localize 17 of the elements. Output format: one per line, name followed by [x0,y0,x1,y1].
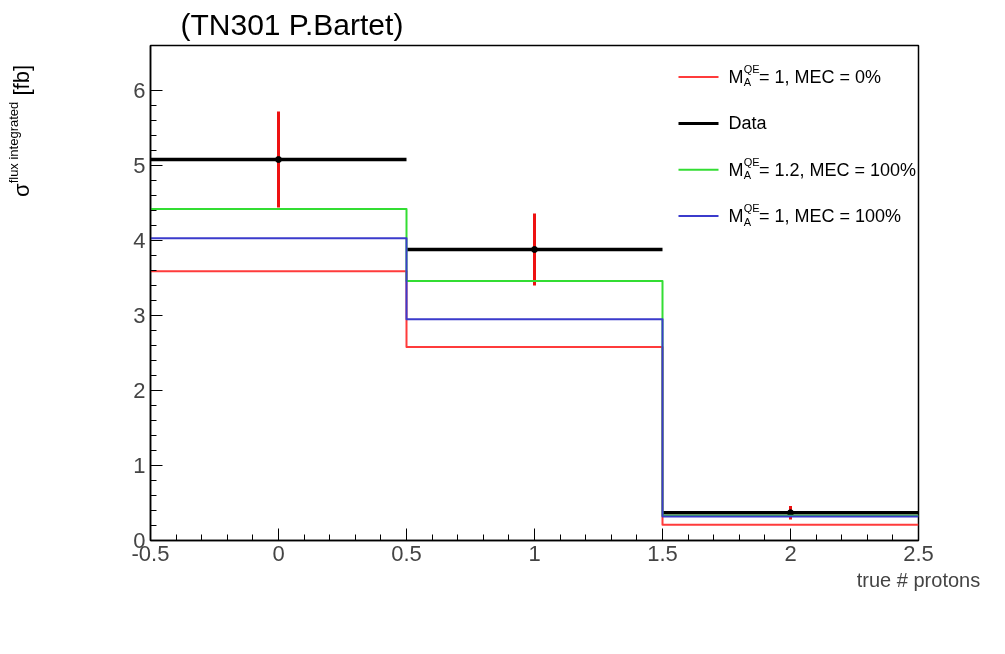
y-tick-label: 5 [133,153,146,178]
x-tick-label: 0 [272,540,285,566]
y-tick-label: 3 [133,303,146,328]
legend-label: Data [728,113,768,134]
y-tick-label: 2 [133,378,146,403]
point [531,246,538,253]
y-tick-label: 4 [133,228,146,253]
x-axis-title: true # protons [856,568,981,591]
y-tick-label: 6 [133,78,146,103]
x-tick-label: 1.5 [647,540,678,566]
x-tick-label: 2.5 [903,540,934,566]
x-tick-label: 1 [528,540,541,566]
y-tick-label: 1 [133,453,146,478]
x-tick-label: 0.5 [391,540,422,566]
chart-title: (TN301 P.Bartet) [180,7,404,41]
x-tick-label: 2 [784,540,797,566]
point [275,156,282,163]
